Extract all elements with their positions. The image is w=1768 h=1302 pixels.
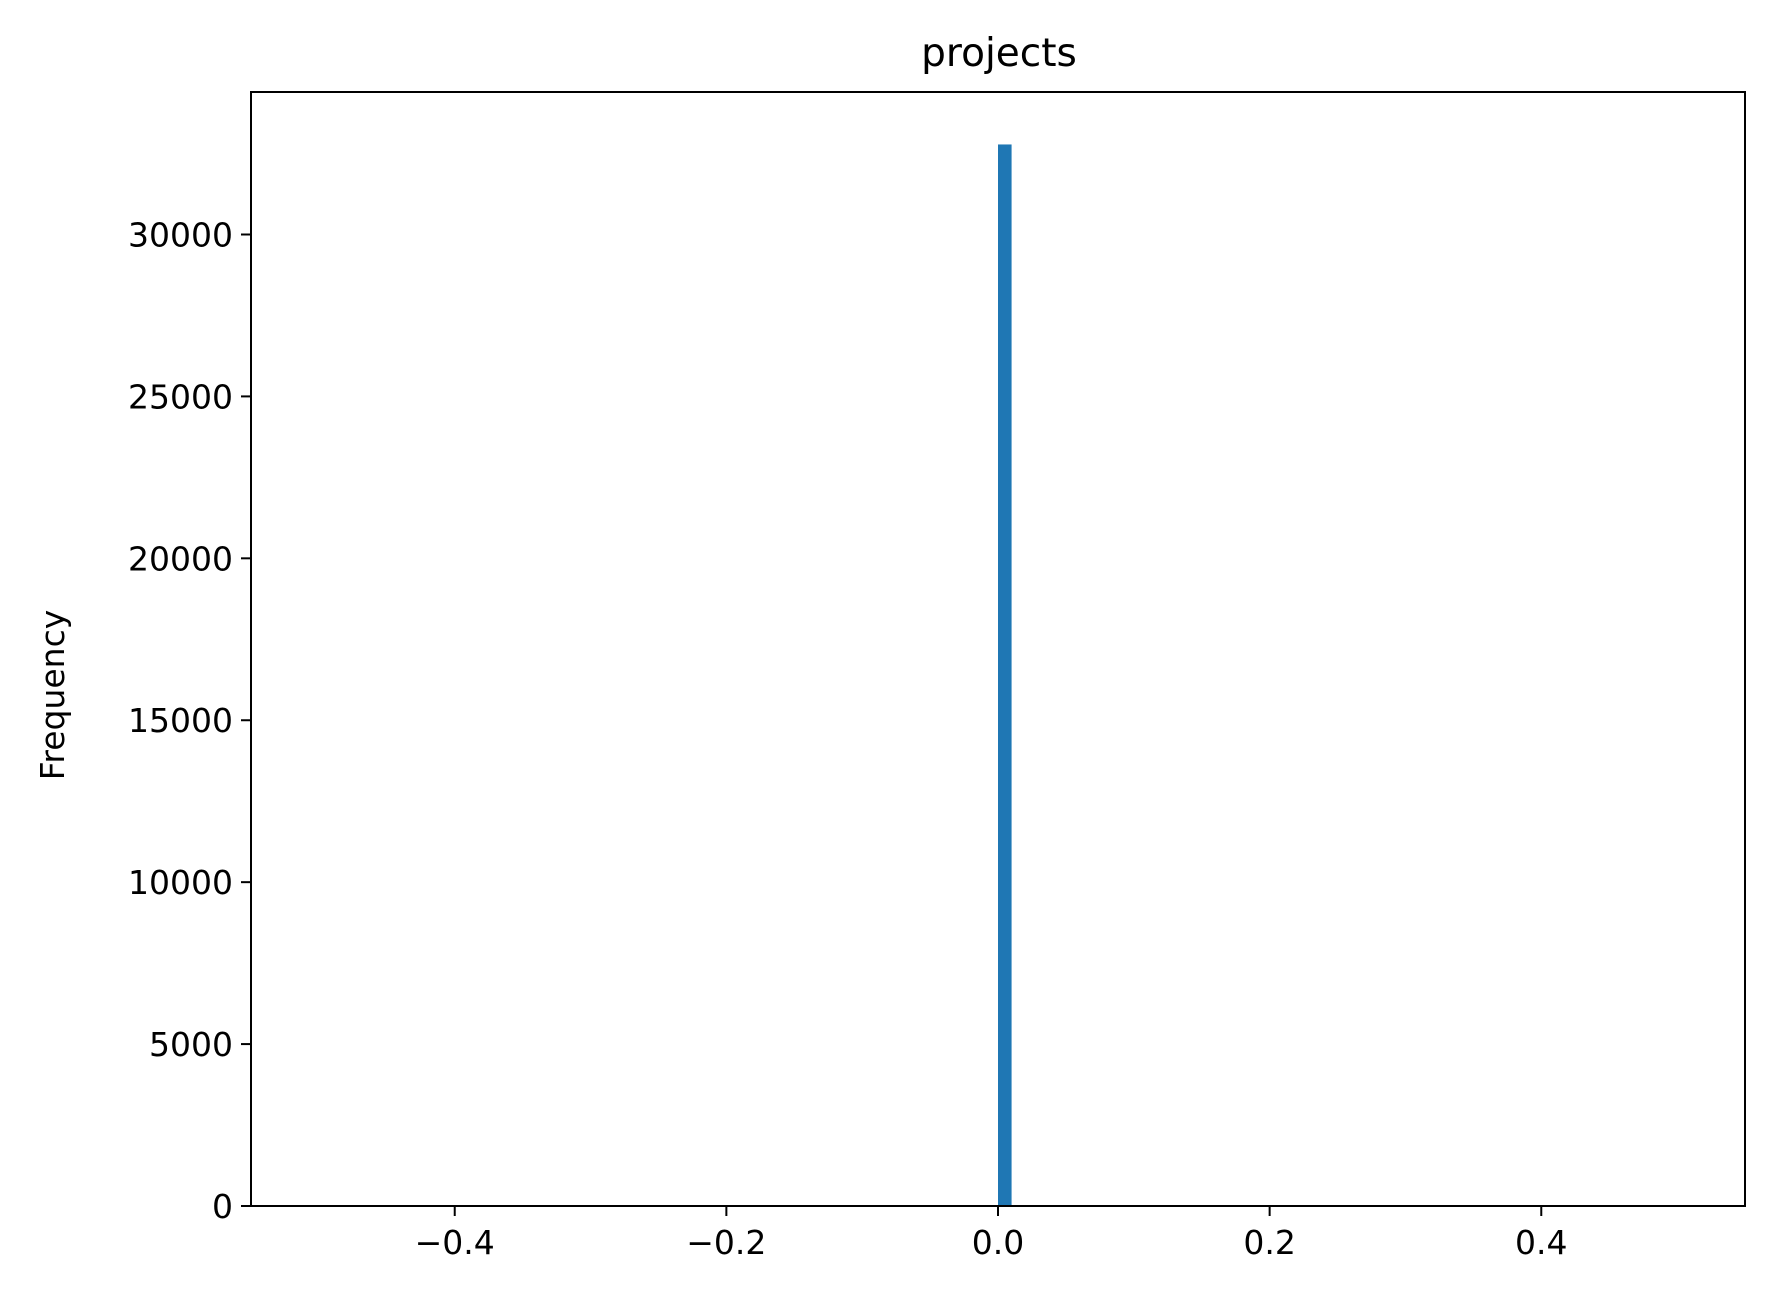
plot-frame bbox=[250, 91, 1746, 1207]
x-tick-label: 0.0 bbox=[972, 1223, 1024, 1262]
y-tick-label: 15000 bbox=[128, 701, 233, 740]
histogram-bar bbox=[998, 144, 1012, 1206]
chart-title: projects bbox=[921, 31, 1077, 76]
x-tick-label: −0.4 bbox=[415, 1223, 495, 1262]
y-axis-label: Frequency bbox=[33, 610, 72, 780]
x-tick-label: −0.2 bbox=[686, 1223, 766, 1262]
y-tick-label: 0 bbox=[212, 1187, 233, 1226]
x-tick-label: 0.2 bbox=[1243, 1223, 1295, 1262]
y-tick-label: 30000 bbox=[128, 215, 233, 254]
y-tick-label: 20000 bbox=[128, 539, 233, 578]
y-tick-label: 25000 bbox=[128, 377, 233, 416]
bars-layer bbox=[998, 144, 1012, 1206]
ticks-layer: −0.4 −0.2 0.0 0.2 0.4 0 5000 10000 15000 20000 250… bbox=[128, 215, 1567, 1262]
y-tick-label: 10000 bbox=[128, 863, 233, 902]
y-tick-label: 5000 bbox=[149, 1025, 233, 1064]
x-tick-label: 0.4 bbox=[1515, 1223, 1567, 1262]
